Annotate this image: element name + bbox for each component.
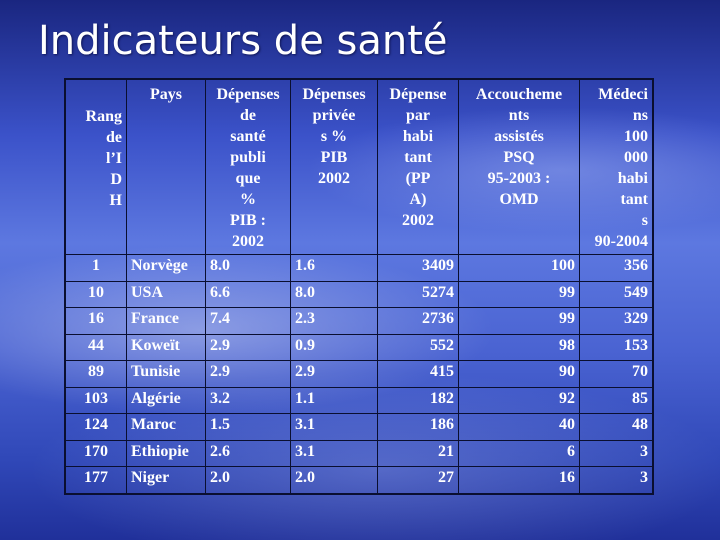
cell-rang: 103 <box>64 386 127 414</box>
cell-rang: 1 <box>64 254 127 282</box>
cell-pays: Tunisie <box>126 360 206 388</box>
cell-depense-par-habitant: 27 <box>377 466 459 494</box>
cell-accouchements: 99 <box>458 280 580 308</box>
cell-accouchements: 92 <box>458 386 580 414</box>
cell-depenses-sante: 6.6 <box>205 280 291 308</box>
header-medecins: Médeci ns 100 000 habi tant s 90-2004 <box>579 78 654 255</box>
table-row: 16 France 7.4 2.3 2736 99 329 <box>64 307 654 335</box>
cell-rang: 89 <box>64 360 127 388</box>
cell-pays: Ethiopie <box>126 439 206 467</box>
cell-medecins: 3 <box>579 466 654 494</box>
cell-medecins: 70 <box>579 360 654 388</box>
header-depense-par-habitant: Dépense par habi tant (PP A) 2002 <box>377 78 459 255</box>
cell-depenses-sante: 3.2 <box>205 386 291 414</box>
table-row: 177 Niger 2.0 2.0 27 16 3 <box>64 466 654 494</box>
table-row: 124 Maroc 1.5 3.1 186 40 48 <box>64 413 654 441</box>
cell-accouchements: 100 <box>458 254 580 282</box>
cell-depenses-privee: 0.9 <box>290 333 378 361</box>
table-row: 170 Ethiopie 2.6 3.1 21 6 3 <box>64 439 654 467</box>
cell-depenses-sante: 8.0 <box>205 254 291 282</box>
cell-pays: France <box>126 307 206 335</box>
cell-depenses-privee: 8.0 <box>290 280 378 308</box>
cell-depense-par-habitant: 3409 <box>377 254 459 282</box>
cell-medecins: 85 <box>579 386 654 414</box>
cell-rang: 44 <box>64 333 127 361</box>
cell-rang: 177 <box>64 466 127 494</box>
table-row: 89 Tunisie 2.9 2.9 415 90 70 <box>64 360 654 388</box>
cell-medecins: 3 <box>579 439 654 467</box>
cell-depenses-privee: 2.9 <box>290 360 378 388</box>
cell-depenses-sante: 2.0 <box>205 466 291 494</box>
cell-rang: 10 <box>64 280 127 308</box>
cell-pays: Koweït <box>126 333 206 361</box>
table-row: 44 Koweït 2.9 0.9 552 98 153 <box>64 333 654 361</box>
header-row: Rang de l’I D H Pays Dépenses de santé publi que… <box>64 78 654 255</box>
cell-medecins: 48 <box>579 413 654 441</box>
cell-pays: Maroc <box>126 413 206 441</box>
cell-rang: 124 <box>64 413 127 441</box>
cell-accouchements: 16 <box>458 466 580 494</box>
cell-rang: 170 <box>64 439 127 467</box>
cell-accouchements: 98 <box>458 333 580 361</box>
header-rang: Rang de l’I D H <box>64 78 127 255</box>
cell-depense-par-habitant: 182 <box>377 386 459 414</box>
cell-accouchements: 6 <box>458 439 580 467</box>
cell-depense-par-habitant: 186 <box>377 413 459 441</box>
cell-pays: Norvège <box>126 254 206 282</box>
cell-depenses-privee: 1.6 <box>290 254 378 282</box>
cell-depenses-privee: 1.1 <box>290 386 378 414</box>
table-row: 103 Algérie 3.2 1.1 182 92 85 <box>64 386 654 414</box>
cell-accouchements: 99 <box>458 307 580 335</box>
table-row: 1 Norvège 8.0 1.6 3409 100 356 <box>64 254 654 282</box>
cell-depenses-privee: 2.0 <box>290 466 378 494</box>
cell-depense-par-habitant: 2736 <box>377 307 459 335</box>
cell-pays: Algérie <box>126 386 206 414</box>
health-indicators-table: Rang de l’I D H Pays Dépenses de santé publi que… <box>64 78 654 495</box>
cell-depenses-sante: 2.9 <box>205 333 291 361</box>
cell-medecins: 356 <box>579 254 654 282</box>
cell-accouchements: 90 <box>458 360 580 388</box>
cell-medecins: 549 <box>579 280 654 308</box>
cell-depenses-sante: 1.5 <box>205 413 291 441</box>
cell-depenses-privee: 3.1 <box>290 439 378 467</box>
header-pays: Pays <box>126 78 206 255</box>
cell-depense-par-habitant: 21 <box>377 439 459 467</box>
cell-depenses-sante: 7.4 <box>205 307 291 335</box>
cell-depense-par-habitant: 5274 <box>377 280 459 308</box>
cell-pays: Niger <box>126 466 206 494</box>
cell-accouchements: 40 <box>458 413 580 441</box>
cell-medecins: 153 <box>579 333 654 361</box>
cell-depenses-privee: 3.1 <box>290 413 378 441</box>
cell-pays: USA <box>126 280 206 308</box>
header-depenses-sante: Dépenses de santé publi que% PIB :2002 <box>205 78 291 255</box>
slide-title: Indicateurs de santé <box>38 18 448 64</box>
header-accouchements: Accoucheme nts assistés PSQ 95-2003 : OMD <box>458 78 580 255</box>
table-row: 10 USA 6.6 8.0 5274 99 549 <box>64 280 654 308</box>
cell-depense-par-habitant: 552 <box>377 333 459 361</box>
cell-medecins: 329 <box>579 307 654 335</box>
header-depenses-privee: Dépenses privée s % PIB 2002 <box>290 78 378 255</box>
cell-rang: 16 <box>64 307 127 335</box>
cell-depenses-privee: 2.3 <box>290 307 378 335</box>
cell-depenses-sante: 2.6 <box>205 439 291 467</box>
cell-depenses-sante: 2.9 <box>205 360 291 388</box>
cell-depense-par-habitant: 415 <box>377 360 459 388</box>
